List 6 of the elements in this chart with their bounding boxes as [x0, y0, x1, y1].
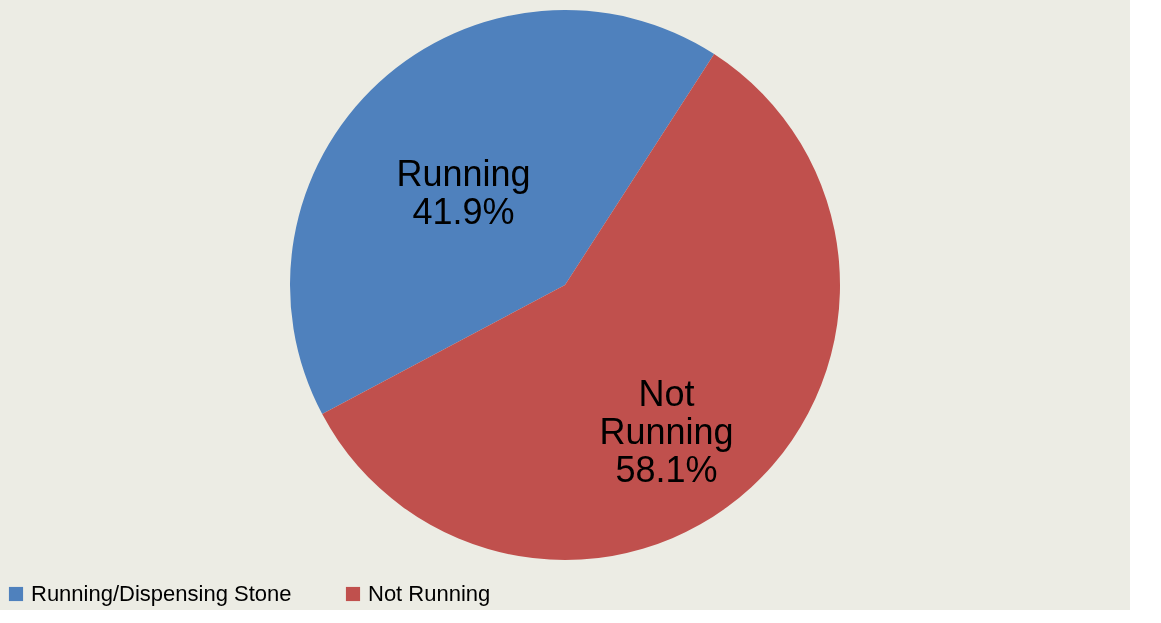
- legend-label: Running/Dispensing Stone: [31, 581, 292, 606]
- pie-slice: [322, 53, 840, 560]
- data-label: Not Running 58.1%: [599, 373, 734, 491]
- pie-slice: [290, 10, 715, 415]
- data-label: Running 41.9%: [396, 152, 531, 232]
- legend-label: Not Running: [368, 581, 491, 606]
